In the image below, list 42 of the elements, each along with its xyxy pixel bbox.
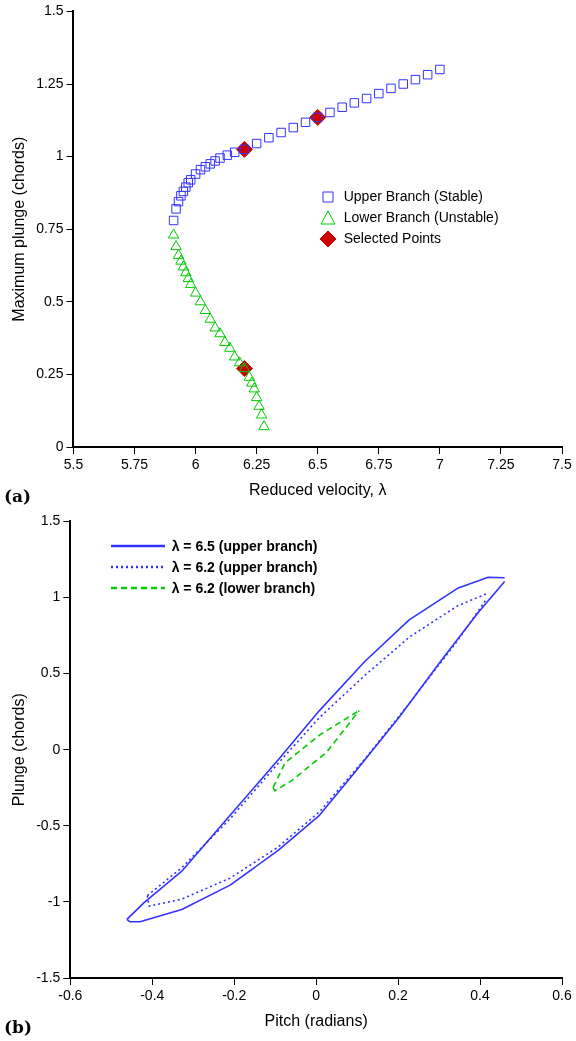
x-tick-label: 0.6 xyxy=(552,987,572,1004)
y-tick-label: -1 xyxy=(47,892,61,909)
x-tick-label: 7.25 xyxy=(487,456,515,473)
y-tick-label: 1.25 xyxy=(36,74,64,91)
y-tick-label: 0.75 xyxy=(36,220,64,237)
x-tick-label: 7.5 xyxy=(552,456,572,473)
x-tick-label: 6.75 xyxy=(365,456,393,473)
x-tick-label: 6.25 xyxy=(243,456,271,473)
y-tick-label: 0 xyxy=(55,437,64,454)
x-tick-label: 0.4 xyxy=(470,987,490,1004)
x-tick-label: -0.2 xyxy=(222,987,247,1004)
x-tick-label: -0.4 xyxy=(140,987,165,1004)
y-axis-title: Maximum plunge (chords) xyxy=(10,136,28,322)
x-tick-label: 0 xyxy=(312,987,321,1004)
x-tick-label: 7 xyxy=(435,456,444,473)
y-tick-label: 1 xyxy=(55,147,64,164)
x-tick-label: 5.75 xyxy=(120,456,149,473)
x-tick-label: 0.2 xyxy=(388,987,409,1004)
y-axis-title: Plunge (chords) xyxy=(10,693,28,807)
legend-label: λ = 6.2 (lower branch) xyxy=(171,579,316,596)
y-tick-label: 1.5 xyxy=(40,512,61,529)
text: (a) xyxy=(4,486,32,506)
x-axis-title: Reduced velocity, λ xyxy=(248,480,387,498)
text: (b) xyxy=(4,1017,32,1037)
x-tick-label: 6.5 xyxy=(307,456,328,473)
legend-label: Upper Branch (Stable) xyxy=(343,188,484,205)
y-tick-label: 0 xyxy=(52,740,61,757)
legend-label: Selected Points xyxy=(343,230,442,247)
x-tick-label: 5.5 xyxy=(63,456,84,473)
y-tick-label: 0.5 xyxy=(40,664,61,681)
legend-label: λ = 6.5 (upper branch) xyxy=(171,537,318,554)
legend-label: λ = 6.2 (upper branch) xyxy=(171,558,318,575)
y-tick-label: -1.5 xyxy=(36,968,61,985)
y-tick-label: 1 xyxy=(52,588,61,605)
x-tick-label: 6 xyxy=(191,456,200,473)
legend-label: Lower Branch (Unstable) xyxy=(343,209,499,226)
y-tick-label: -0.5 xyxy=(36,816,61,833)
y-tick-label: 1.5 xyxy=(43,2,64,19)
y-tick-label: 0.25 xyxy=(36,365,64,382)
x-tick-label: -0.6 xyxy=(58,987,83,1004)
x-axis-title: Pitch (radians) xyxy=(264,1011,368,1029)
y-tick-label: 0.5 xyxy=(43,292,64,309)
